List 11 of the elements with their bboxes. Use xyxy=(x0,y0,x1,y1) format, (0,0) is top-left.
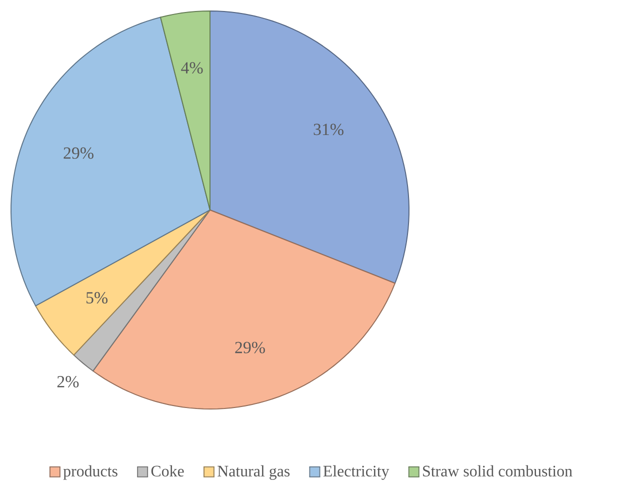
legend-label: Coke xyxy=(151,465,184,476)
data-label: 31% xyxy=(314,124,344,136)
data-label: 4% xyxy=(181,62,203,74)
data-label: 29% xyxy=(235,342,265,354)
data-label: 29% xyxy=(64,147,94,159)
data-label: 2% xyxy=(57,376,79,388)
legend-label: Electricity xyxy=(323,465,390,480)
legend-label: Natural gas xyxy=(218,465,290,480)
legend-label: Straw solid combustion xyxy=(423,465,572,476)
data-label: 5% xyxy=(86,292,108,304)
legend-label: products xyxy=(63,465,118,480)
